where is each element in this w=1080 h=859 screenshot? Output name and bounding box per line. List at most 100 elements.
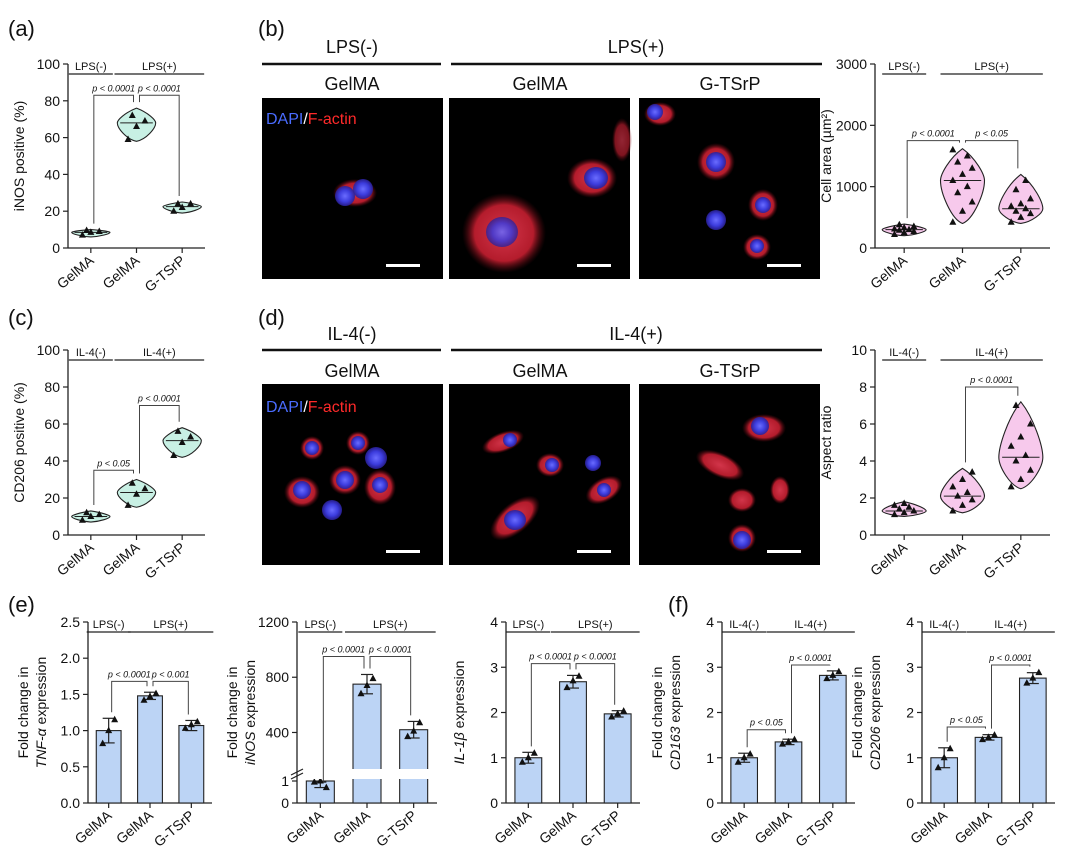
bar-data-point [779,740,786,747]
violin-data-point [1027,466,1035,473]
bar [352,683,382,804]
violin-body [998,173,1044,225]
bar [559,681,587,804]
comparison-bracket [530,663,571,747]
y-tick-label: 2000 [836,117,867,133]
y-tick-label: 400 [266,724,290,740]
comparison-p-label: p < 0.0001 [107,669,151,679]
y-tick-label: 40 [44,166,60,182]
y-tick-label: 0.0 [61,795,81,811]
violin-data-point [1022,204,1030,212]
y-axis-label-line1: Fold change in [15,667,31,759]
y-tick-label: 0 [281,795,289,811]
panel-letter-e: (e) [8,592,35,617]
violin-data-point [900,228,908,236]
y-tick-label: 8 [859,379,867,395]
bar [730,757,759,804]
y-axis-label: iNOS positive (%) [11,101,27,211]
bar-data-point [187,720,195,728]
violin-data-point [170,451,178,458]
y-axis-label-line2: CD163 expression [667,655,683,770]
micrograph-panel-b: LPS(-) LPS(+) GelMA GelMA G-TSrP DAPI/F-… [262,37,822,279]
panel-letter-d: (d) [258,305,285,330]
violin-data-point [949,218,957,225]
violin-data-point [954,158,962,165]
comparison-p-label: p < 0.05 [949,715,984,725]
x-tick-label: GelMA [99,252,143,292]
y-tick-label: 20 [44,203,60,219]
bar-data-point [1023,679,1031,686]
x-tick-label: GelMA [867,539,911,579]
x-tick-label: GelMA [867,252,911,292]
group-label: IL-4(-) [929,619,959,631]
x-tick-label: G-TSrP [792,807,839,850]
bar [137,695,163,804]
comparison-bracket [93,469,134,505]
y-tick-label: 3 [490,659,498,675]
violin-data-point [910,222,918,230]
y-tick-label: 80 [44,93,60,109]
y-axis-label-line1: Fold change in [849,667,865,759]
x-tick-label: G-TSrP [980,539,1027,582]
bar-data-point [979,735,986,743]
group-label: IL-4(-) [889,347,919,359]
bar [178,724,205,804]
x-tick-label: GelMA [536,807,580,847]
y-tick-label: 80 [44,379,60,395]
comparison-p-label: p < 0.0001 [911,129,955,139]
violin-data-point [95,510,103,518]
group-label: LPS(-) [888,61,920,73]
bar-data-point [404,732,412,740]
micrograph-b-image-3 [639,98,820,279]
y-axis-label: Aspect ratio [818,405,834,479]
bar-data-point [146,692,154,700]
y-tick-label: 60 [44,416,60,432]
violin-data-point [1027,209,1035,217]
violin-data-point [954,492,962,499]
violin-data-point [905,225,913,233]
bar-data-point [620,707,628,714]
bar-data-point [1035,668,1043,676]
violin-data-point [1022,451,1030,458]
comparison-bracket [965,140,1019,169]
comparison-p-label: p < 0.0001 [321,645,365,655]
x-tick-label: GelMA [283,807,327,847]
micrograph-d-sub-3: G-TSrP [700,361,761,381]
micrograph-d-image-2 [449,384,630,565]
x-tick-label: G-TSrP [992,807,1039,850]
y-tick-label: 6 [859,416,867,432]
violin-data-point [187,199,195,207]
violin-data-point [1012,401,1020,408]
y-axis-label-line2: CD206 expression [867,655,883,770]
comparison-p-label: p < 0.0001 [137,394,181,404]
group-label: LPS(-) [512,619,544,631]
y-tick-label: 1000 [836,179,867,195]
x-tick-label: GelMA [925,539,969,579]
bar [603,713,632,804]
comparison-p-label: p < 0.0001 [91,83,135,93]
bar-data-point [946,744,954,752]
x-tick-label: GelMA [54,539,98,579]
bar-data-point [829,671,837,678]
violin-data-point [87,512,95,519]
y-tick-label: 1.5 [61,686,81,702]
violin-data-point [949,482,957,490]
y-axis-label-line1: Fold change in [224,667,240,759]
violin-data-point [968,495,976,503]
bar-data-point [563,683,571,691]
bar-data-point [791,735,798,743]
comparison-bracket [139,405,180,474]
violin-data-point [1022,176,1030,184]
micrograph-b-sub-3: G-TSrP [700,74,761,94]
bar-data-point [105,726,113,734]
x-tick-label: G-TSrP [577,807,624,850]
violin-data-point [178,203,186,211]
micrograph-b-sub-2: GelMA [512,74,567,94]
y-tick-label: 0 [906,795,914,811]
x-tick-label: G-TSrP [141,539,188,582]
comparison-bracket [139,94,180,196]
micrograph-d-sub-1: GelMA [324,361,379,381]
y-tick-label: 40 [44,453,60,469]
